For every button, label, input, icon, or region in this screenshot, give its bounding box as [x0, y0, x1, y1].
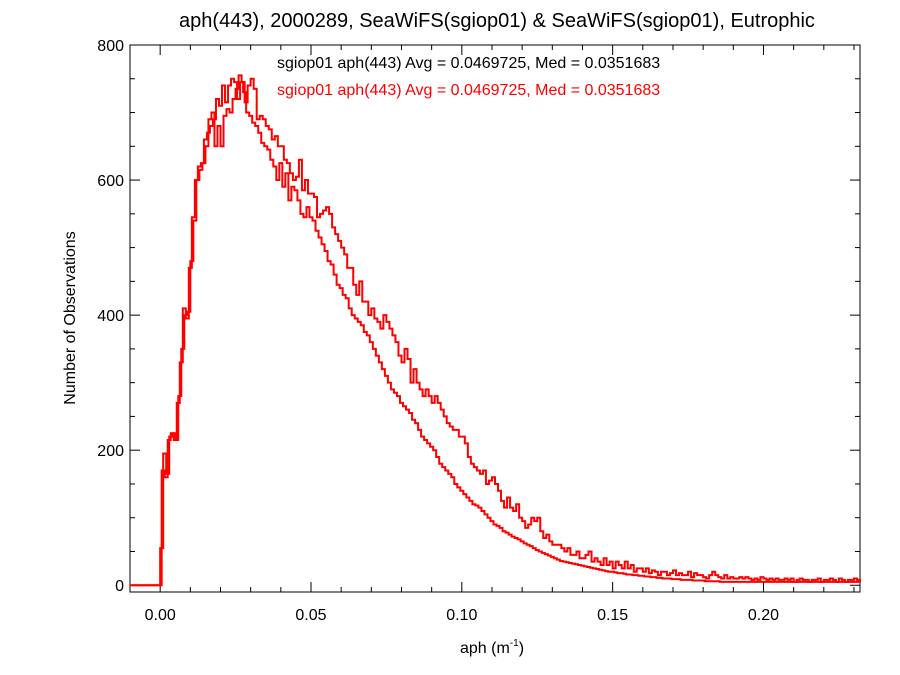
x-tick-label: 0.05 — [295, 607, 326, 624]
y-tick-label: 600 — [97, 173, 124, 190]
x-axis-label-main: aph (m — [460, 640, 510, 657]
x-tick-label: 0.10 — [446, 607, 477, 624]
x-tick-label: 0.15 — [597, 607, 628, 624]
plot-frame — [129, 44, 861, 593]
x-tick-label: 0.00 — [145, 607, 176, 624]
x-tick-label: 0.20 — [748, 607, 779, 624]
y-tick-label: 200 — [97, 443, 124, 460]
annotation-black: sgiop01 aph(443) Avg = 0.0469725, Med = … — [277, 55, 660, 72]
chart-title: aph(443), 2000289, SeaWiFS(sgiop01) & Se… — [179, 10, 815, 32]
histogram-line-2 — [131, 77, 860, 587]
y-axis-label: Number of Observations — [62, 231, 79, 404]
y-axis: 0 200 400 600 800 — [97, 38, 860, 595]
y-tick-label: 800 — [97, 38, 124, 55]
histogram-series — [130, 74, 861, 587]
y-tick-label: 400 — [97, 308, 124, 325]
x-axis-label-sup: -1 — [510, 638, 519, 649]
annotation-red: sgiop01 aph(443) Avg = 0.0469725, Med = … — [277, 82, 660, 99]
x-axis-label-tail: ) — [519, 640, 524, 657]
y-tick-label: 0 — [115, 578, 124, 595]
x-axis: 0.00 0.05 0.10 0.15 0.20 — [129, 45, 855, 624]
histogram-line-1 — [130, 74, 861, 587]
x-axis-label: aph (m-1) — [460, 638, 524, 657]
